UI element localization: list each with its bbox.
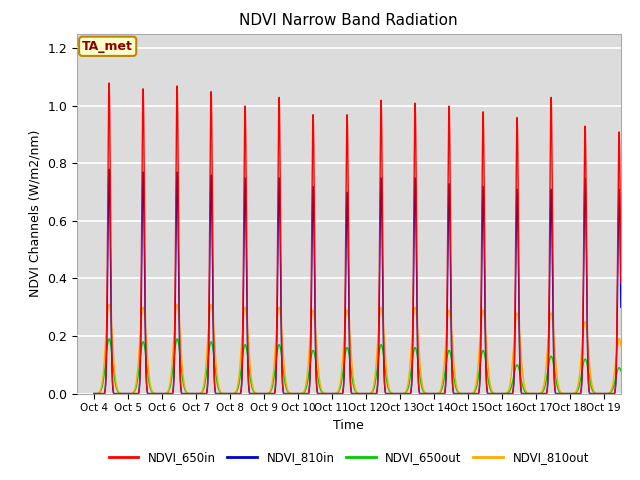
X-axis label: Time: Time [333, 419, 364, 432]
Legend: NDVI_650in, NDVI_810in, NDVI_650out, NDVI_810out: NDVI_650in, NDVI_810in, NDVI_650out, NDV… [104, 446, 594, 469]
Title: NDVI Narrow Band Radiation: NDVI Narrow Band Radiation [239, 13, 458, 28]
Y-axis label: NDVI Channels (W/m2/nm): NDVI Channels (W/m2/nm) [29, 130, 42, 297]
Text: TA_met: TA_met [82, 40, 133, 53]
